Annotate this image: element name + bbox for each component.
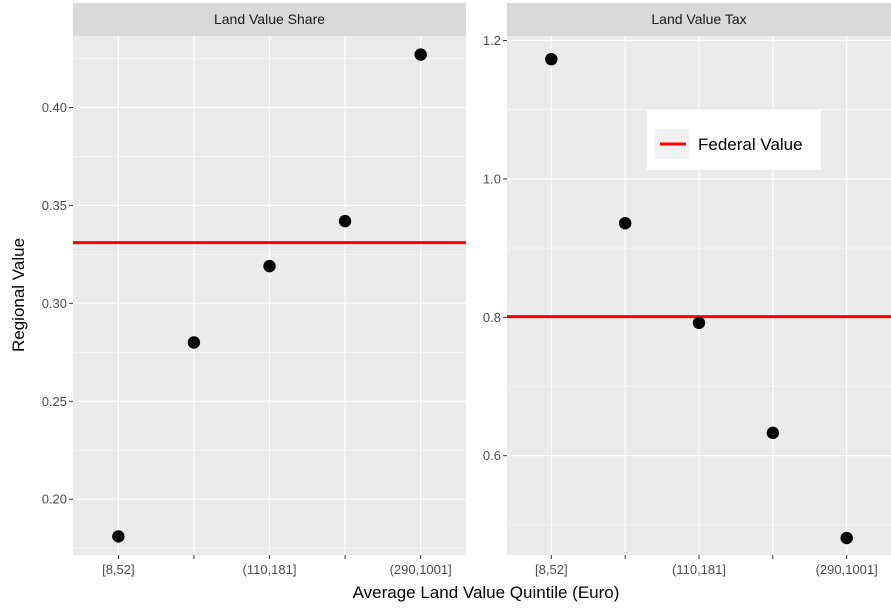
data-point xyxy=(618,216,632,230)
y-tick-label: 1.2 xyxy=(483,33,501,48)
data-point xyxy=(112,530,125,543)
x-tick-label: (290,1001] xyxy=(816,562,878,577)
y-tick-label: 0.25 xyxy=(42,394,67,409)
y-tick-label: 0.20 xyxy=(42,492,67,507)
legend-label: Federal Value xyxy=(698,135,803,154)
x-tick-label: [8,52] xyxy=(535,562,568,577)
data-point xyxy=(766,426,780,440)
y-tick-label: 0.8 xyxy=(483,310,501,325)
facet-strip-title: Land Value Share xyxy=(214,11,325,27)
data-point xyxy=(545,52,558,66)
legend: Federal Value xyxy=(647,110,821,170)
x-tick-label: (110,181] xyxy=(672,562,726,577)
y-tick-label: 0.40 xyxy=(42,100,67,115)
x-tick-label: (110,181] xyxy=(243,562,297,577)
y-tick-label: 0.30 xyxy=(42,296,67,311)
facet-panels: Land Value Share 0.20 0.25 0.30 0.35 0.40 [8,5… xyxy=(42,3,891,577)
facet-strip xyxy=(507,3,891,36)
facet-strip xyxy=(73,3,466,36)
y-tick-label: 1.0 xyxy=(483,171,501,186)
y-tick-label: 0.6 xyxy=(483,448,501,463)
data-point xyxy=(414,48,427,61)
facet-strip-title: Land Value Tax xyxy=(651,11,746,27)
facet-panel-2: Land Value Tax 0.6 0.8 1.0 1.2 [8,52] (110,181… xyxy=(483,3,891,577)
x-tick-label: [8,52] xyxy=(102,562,135,577)
data-point xyxy=(692,316,706,330)
facet-panel-1: Land Value Share 0.20 0.25 0.30 0.35 0.40 [8,5… xyxy=(42,3,466,577)
y-axis-title: Regional Value xyxy=(9,238,28,352)
x-axis-title: Average Land Value Quintile (Euro) xyxy=(353,583,620,602)
data-point xyxy=(338,214,352,228)
data-point xyxy=(840,531,853,545)
x-tick-label: (290,1001] xyxy=(390,562,452,577)
data-point xyxy=(187,336,201,349)
y-tick-label: 0.35 xyxy=(42,198,67,213)
data-point xyxy=(263,259,276,273)
